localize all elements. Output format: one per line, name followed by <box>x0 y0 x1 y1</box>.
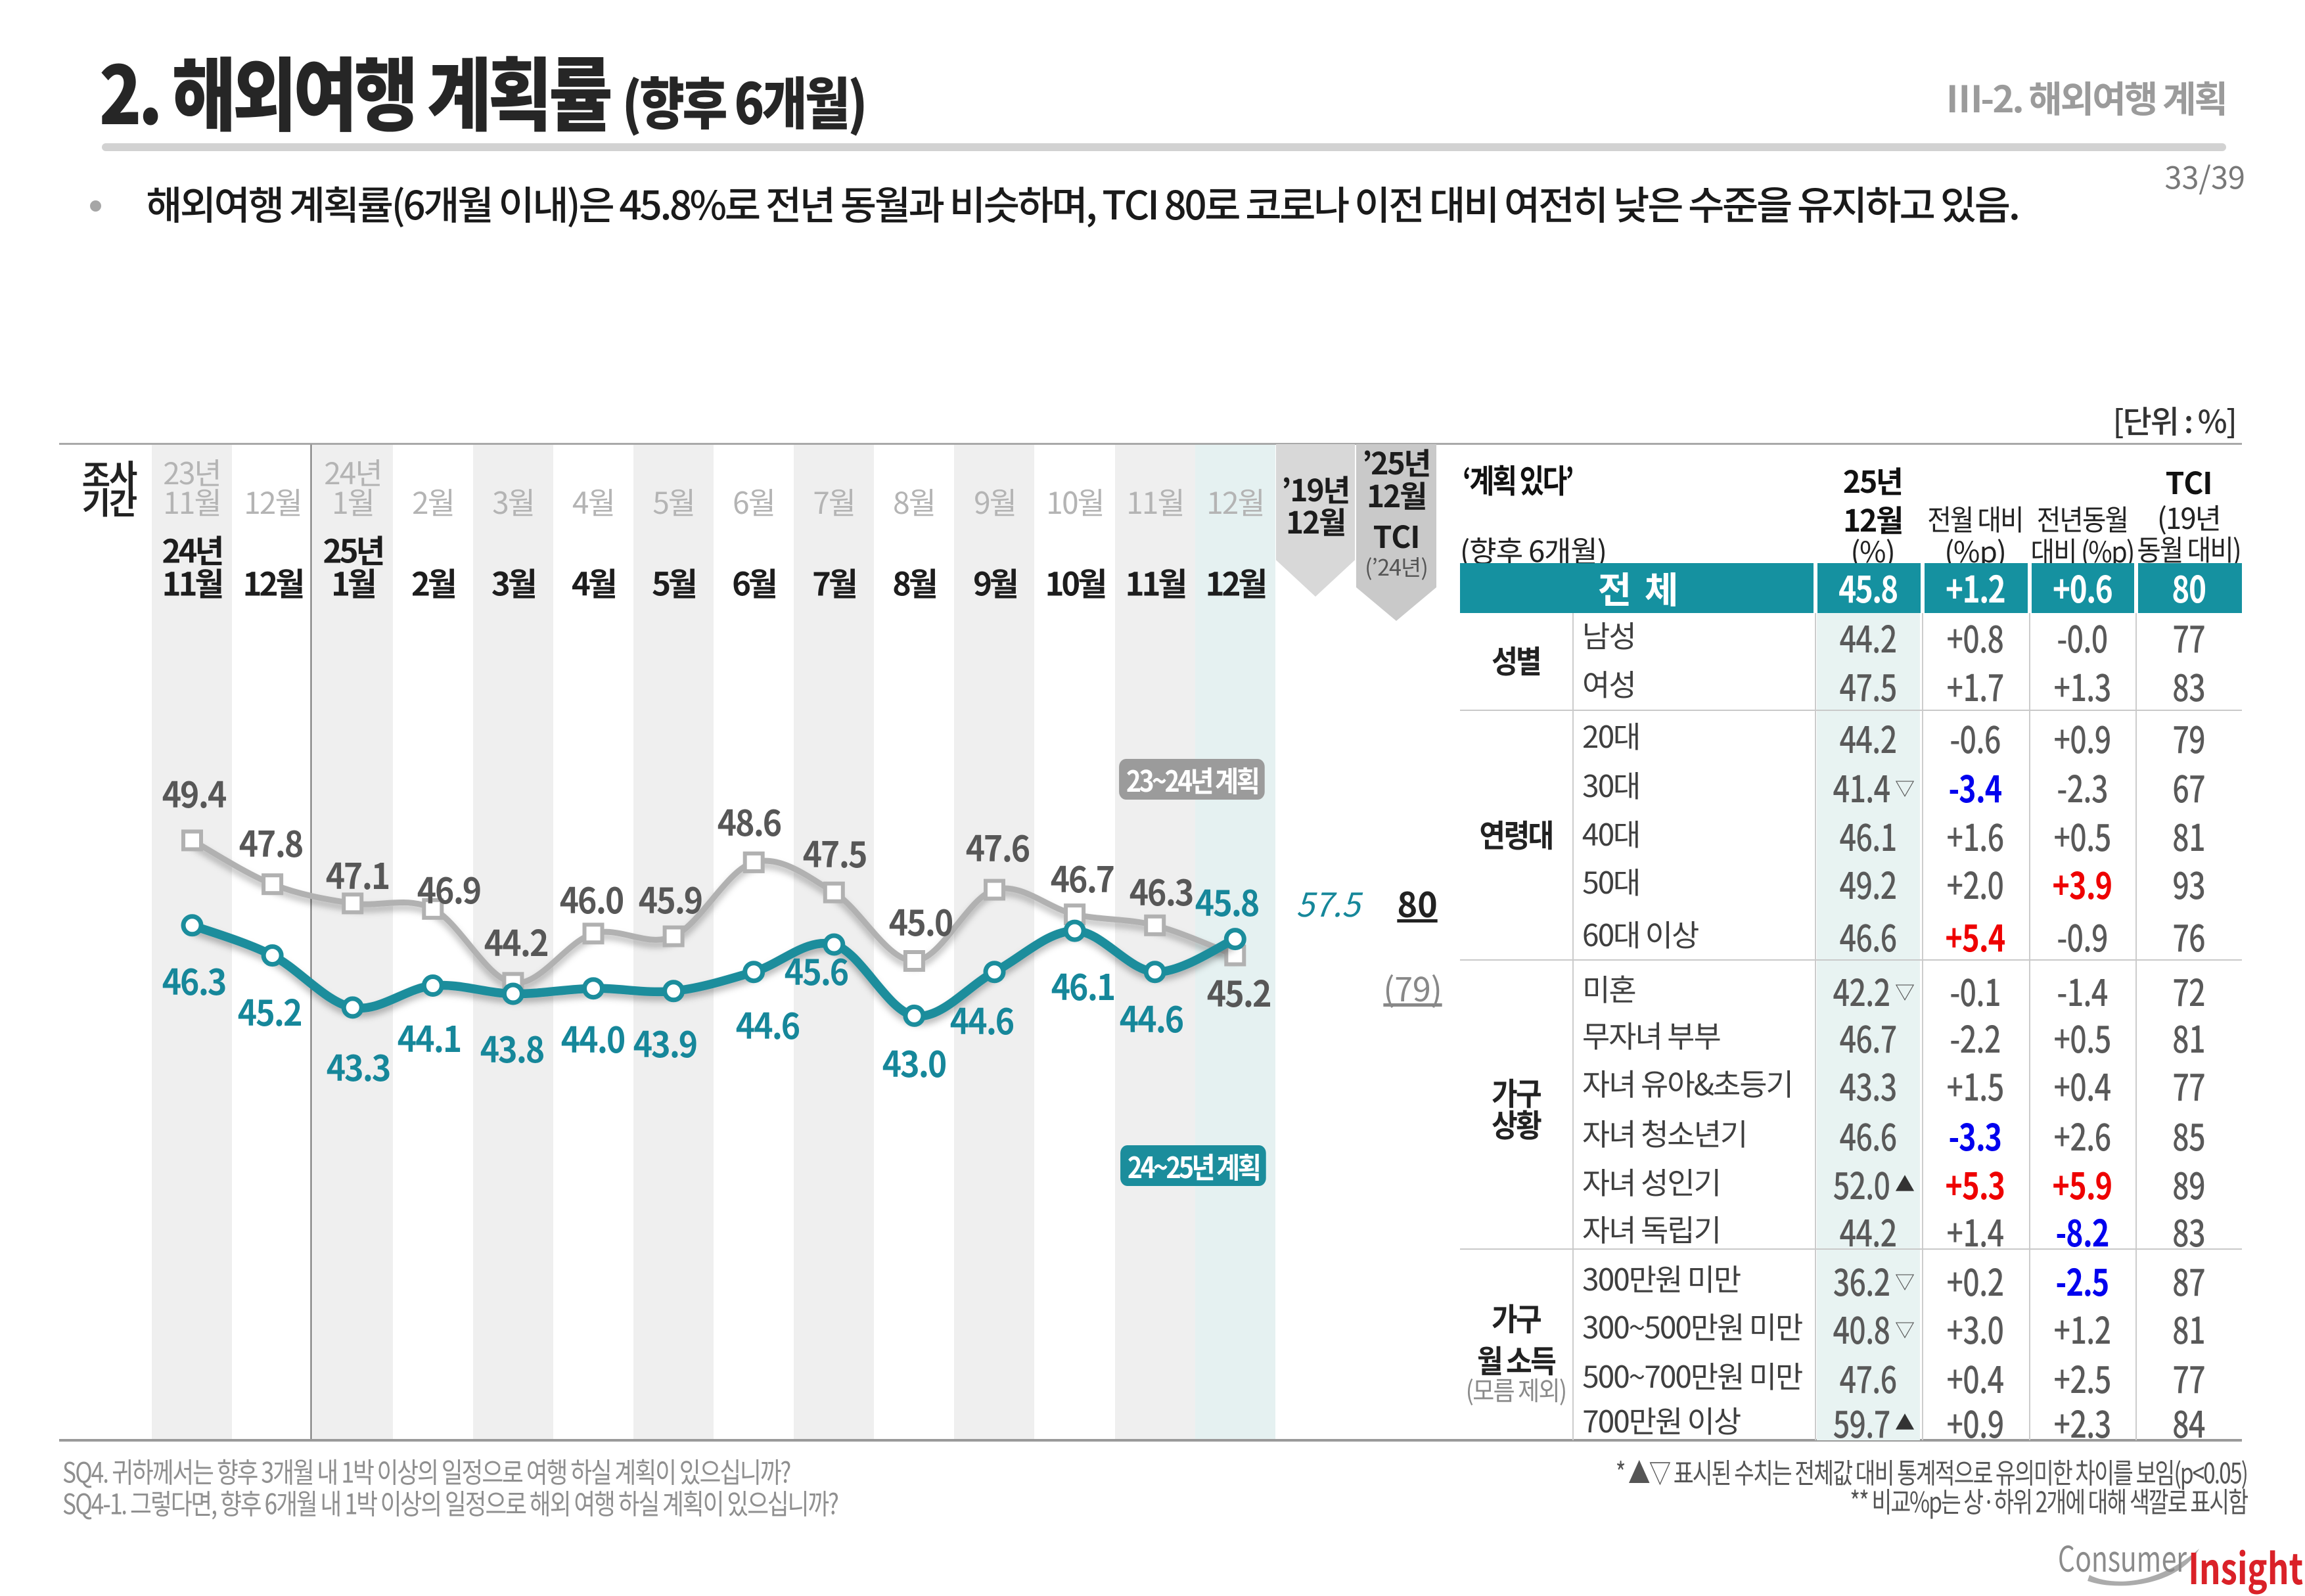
svg-text:Insight: Insight <box>2188 1536 2303 1596</box>
svg-text:Consumer: Consumer <box>2058 1530 2187 1582</box>
